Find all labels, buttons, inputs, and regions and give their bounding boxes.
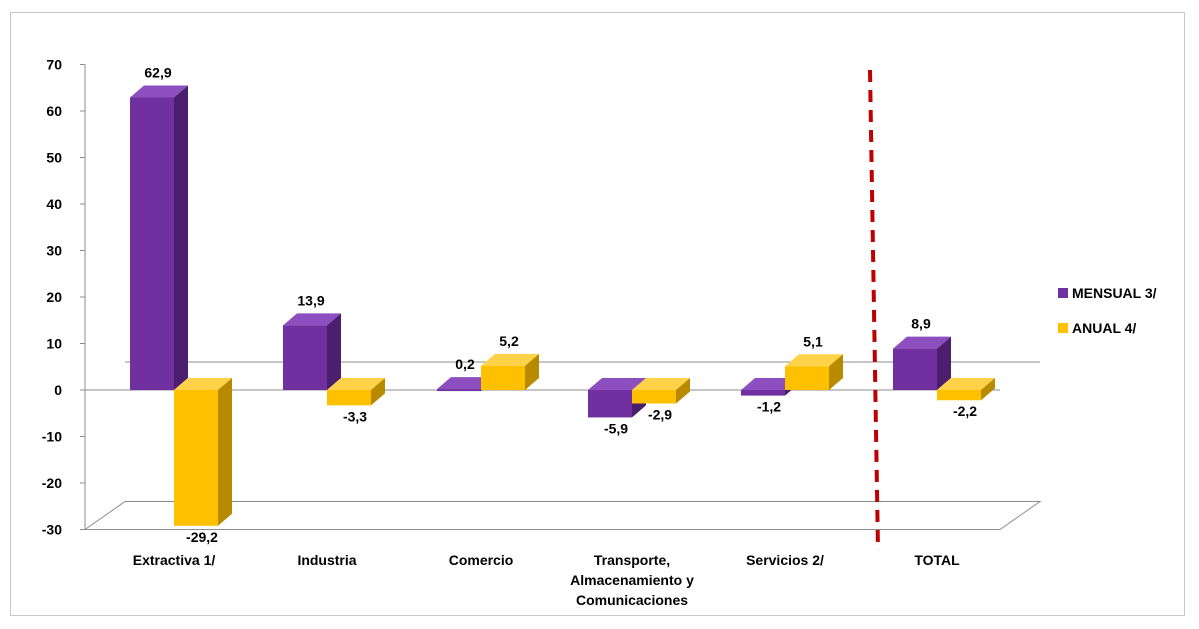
anual-bar [327,378,385,406]
category-label: Transporte, [594,552,670,568]
category-label: Comercio [449,552,514,568]
anual-bar [785,354,843,390]
data-label: 5,2 [499,333,519,349]
y-tick-label: -30 [42,522,62,538]
total-divider-line [868,69,880,551]
data-label: -5,9 [604,420,628,436]
y-tick-label: 30 [46,243,62,259]
data-label: -1,2 [757,399,781,415]
data-label: 0,2 [455,356,475,372]
data-label: 8,9 [911,316,931,332]
data-label: -2,9 [648,406,672,422]
anual-bar [937,378,995,401]
data-label: -2,2 [953,403,977,419]
legend-label-mensual: MENSUAL 3/ [1072,285,1157,301]
y-tick-label: 10 [46,336,62,352]
y-tick-label: 40 [46,196,62,212]
category-label: Comunicaciones [576,592,688,608]
y-tick-label: -10 [42,429,62,445]
anual-bar [481,353,539,390]
anual-bar [174,378,232,526]
chart-floor [83,501,1042,530]
data-label: 5,1 [803,333,823,349]
category-label: Servicios 2/ [746,552,824,568]
legend-label-anual: ANUAL 4/ [1072,320,1136,336]
y-tick-label: 70 [46,57,62,73]
legend-swatch-mensual [1058,288,1068,298]
mensual-bar [893,336,951,390]
data-label: -3,3 [343,408,367,424]
category-label: TOTAL [914,552,960,568]
data-label: -29,2 [186,529,218,545]
y-tick-label: 20 [46,289,62,305]
anual-bar [632,378,690,404]
mensual-bar [283,313,341,390]
y-tick-label: -20 [42,475,62,491]
legend-swatch-anual [1058,323,1068,333]
mensual-bar [130,85,188,390]
y-tick-label: 0 [54,382,62,398]
category-label: Almacenamiento y [570,572,694,588]
category-label: Industria [297,552,356,568]
y-tick-label: 50 [46,150,62,166]
y-tick-label: 60 [46,103,62,119]
data-label: 13,9 [297,292,324,308]
data-label: 62,9 [144,65,171,81]
category-label: Extractiva 1/ [133,552,216,568]
